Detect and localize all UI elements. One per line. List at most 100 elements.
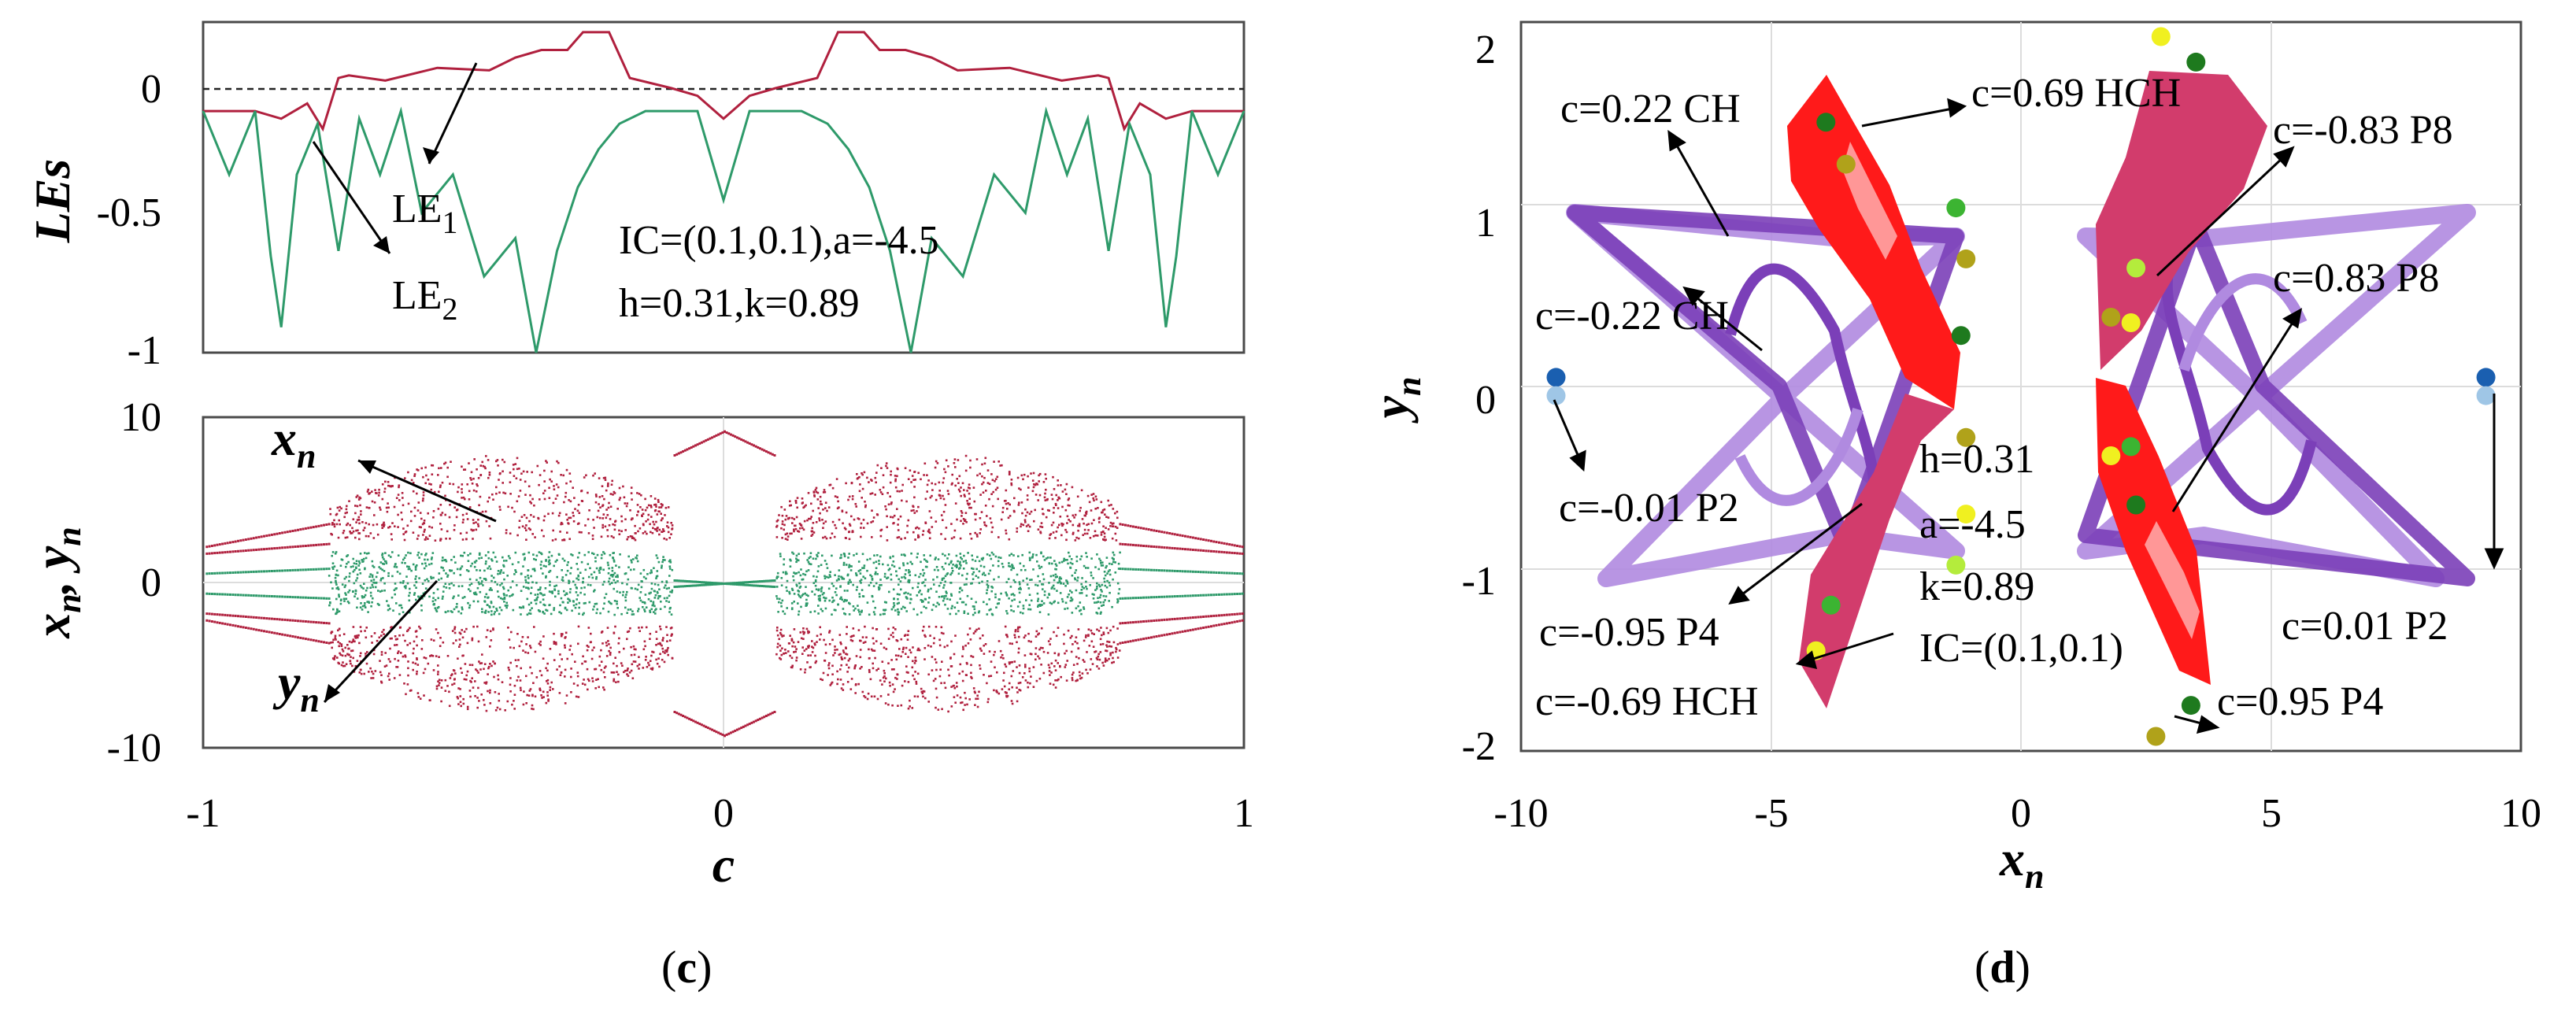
bif-point-yn [712, 582, 716, 585]
bif-point-yn [795, 560, 798, 564]
bif-point-xn [1017, 651, 1020, 654]
bif-point-xn [453, 679, 456, 681]
bif-point-xn [558, 665, 561, 668]
bif-point-xn [487, 500, 489, 503]
bif-point-xn [767, 451, 770, 454]
bif-point-xn [614, 625, 616, 628]
bif-point-xn [867, 692, 870, 695]
bif-point-xn [860, 535, 862, 538]
bif-point-xn [593, 646, 595, 649]
bif-point-xn [341, 648, 344, 651]
bif-point-xn [834, 645, 836, 648]
bif-point-yn [1171, 595, 1174, 598]
bif-point-yn [874, 606, 876, 609]
bif-point-xn [1171, 546, 1174, 549]
bif-point-yn [811, 590, 813, 593]
bif-point-yn [355, 563, 357, 565]
bif-point-xn [824, 652, 827, 654]
bif-point-xn [639, 506, 642, 508]
bif-point-xn [1220, 542, 1223, 545]
bif-point-xn [787, 517, 790, 520]
bif-point-yn [487, 567, 489, 570]
bif-point-xn [495, 486, 498, 489]
bif-point-yn [1036, 592, 1039, 595]
bif-point-yn [661, 567, 663, 569]
bif-point-xn [489, 645, 491, 648]
bif-point-xn [601, 523, 604, 527]
bif-point-xn [1076, 642, 1079, 645]
bif-point-xn [812, 491, 816, 494]
bif-point-yn [905, 569, 908, 571]
bif-point-xn [360, 510, 362, 512]
bif-point-yn [494, 581, 497, 583]
bif-point-yn [1046, 596, 1049, 599]
bif-point-yn [886, 577, 888, 579]
bif-point-xn [879, 695, 883, 697]
bif-point-xn [923, 634, 926, 637]
bif-point-xn [642, 648, 646, 651]
bif-point-yn [1236, 593, 1239, 595]
bif-point-yn [616, 574, 619, 577]
bif-point-xn [907, 519, 910, 522]
bif-point-yn [341, 559, 344, 561]
bif-point-xn [528, 645, 531, 647]
bif-point-xn [1157, 530, 1160, 533]
bif-point-xn [1077, 529, 1079, 532]
bif-point-yn [1099, 594, 1102, 597]
bif-point-xn [944, 686, 947, 690]
bif-point-xn [990, 493, 993, 495]
bif-point-xn [1009, 661, 1012, 664]
bif-point-yn [312, 597, 315, 600]
bif-point-xn [1032, 486, 1035, 489]
bif-point-xn [781, 647, 783, 649]
bif-point-xn [353, 640, 356, 643]
bif-point-xn [910, 509, 913, 512]
bif-point-yn [544, 587, 547, 590]
bif-point-yn [415, 598, 417, 601]
bif-point-xn [535, 676, 539, 679]
bif-point-yn [483, 578, 486, 580]
bif-point-xn [968, 627, 972, 630]
bif-point-xn [885, 677, 887, 680]
bif-point-xn [598, 664, 601, 667]
bif-point-yn [304, 568, 307, 571]
bif-point-xn [339, 653, 342, 656]
bif-point-yn [268, 570, 271, 573]
bif-point-yn [882, 563, 884, 566]
bif-point-xn [514, 463, 517, 465]
bif-point-yn [900, 608, 903, 610]
bif-point-xn [401, 518, 403, 521]
bif-point-xn [822, 491, 825, 494]
bif-point-xn [784, 533, 787, 536]
bif-point-xn [809, 654, 812, 656]
bif-point-xn [615, 681, 617, 683]
bif-point-yn [893, 604, 896, 607]
bif-point-yn [842, 608, 845, 610]
bif-point-xn [1078, 671, 1081, 674]
bif-point-xn [1017, 626, 1020, 629]
bif-point-xn [443, 462, 446, 465]
bif-point-xn [1212, 624, 1216, 627]
bif-point-xn [489, 630, 492, 633]
bif-point-xn [979, 532, 981, 534]
bif-point-xn [757, 446, 760, 449]
bif-point-yn [688, 580, 691, 583]
bif-point-xn [416, 644, 418, 647]
bif-point-xn [234, 614, 237, 617]
bif-point-xn [268, 547, 271, 550]
bif-point-yn [583, 602, 586, 605]
bif-point-yn [790, 608, 794, 611]
bif-point-yn [650, 587, 653, 590]
bif-point-xn [513, 475, 516, 477]
bif-point-xn [631, 663, 634, 666]
bif-point-yn [430, 558, 433, 560]
bif-point-xn [423, 520, 426, 522]
bif-point-xn [380, 634, 383, 637]
bif-point-yn [1163, 569, 1166, 572]
bif-point-yn [395, 602, 398, 605]
bif-point-xn [1094, 530, 1097, 533]
bif-point-xn [973, 500, 976, 503]
bif-point-yn [1134, 597, 1138, 600]
bif-point-yn [276, 595, 279, 598]
bif-point-xn [931, 526, 934, 528]
